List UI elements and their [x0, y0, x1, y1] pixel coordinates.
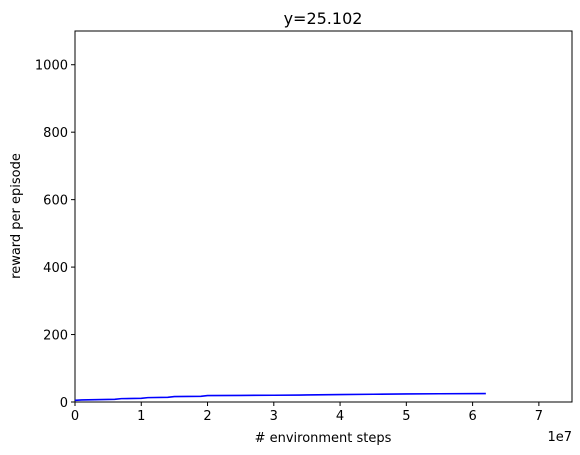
y-tick-label: 400	[43, 261, 68, 276]
x-axis-offset-label: 1e7	[547, 430, 572, 445]
y-tick-label: 800	[43, 126, 68, 141]
x-tick-label: 6	[468, 409, 476, 424]
y-tick-label: 0	[60, 396, 68, 411]
x-tick-label: 5	[402, 409, 410, 424]
x-tick-label: 0	[71, 409, 79, 424]
series-layer	[74, 392, 486, 402]
x-axis: 0 1 2 3 4 5 6 7	[71, 402, 543, 424]
x-tick-label: 1	[137, 409, 145, 424]
x-tick-label: 2	[203, 409, 211, 424]
y-tick-label: 1000	[35, 59, 68, 74]
y-tick-label: 200	[43, 329, 68, 344]
chart-title: y=25.102	[284, 9, 363, 28]
x-tick-label: 7	[535, 409, 543, 424]
plot-area	[74, 30, 573, 403]
x-axis-label: # environment steps	[255, 431, 392, 446]
y-axis: 0 200 400 600 800 1000	[35, 59, 75, 411]
y-tick-label: 600	[43, 194, 68, 209]
series-line	[74, 392, 486, 402]
y-axis-label: reward per episode	[9, 153, 24, 279]
x-tick-label: 3	[270, 409, 278, 424]
x-tick-label: 4	[336, 409, 344, 424]
